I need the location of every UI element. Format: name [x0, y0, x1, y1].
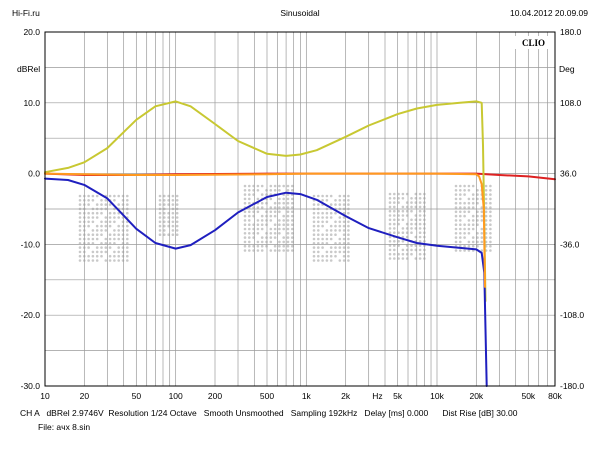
clio-brand-label: CLIO [522, 38, 545, 48]
y-tick-label-right: 36.0 [560, 169, 577, 179]
file-name: File: aчх 8.sin [38, 422, 91, 432]
x-tick-label: 500 [260, 391, 274, 401]
y-tick-label-right: 108.0 [560, 98, 582, 108]
chart-series [44, 100, 556, 387]
x-tick-label: Hz [372, 391, 382, 401]
header-signal-type: Sinusoidal [280, 8, 320, 18]
x-tick-label: 200 [208, 391, 222, 401]
x-tick-labels: 10 20 50 100 200 500 1k 2k Hz 5k 10k 20k 50k 80k [40, 391, 562, 401]
watermark-dots [78, 184, 492, 262]
series-line-orange [44, 172, 486, 288]
measurement-settings: CH A dBRel 2.9746V Resolution 1/24 Octav… [20, 408, 518, 418]
x-tick-label: 20k [469, 391, 483, 401]
x-tick-label: 2k [341, 391, 351, 401]
y-tick-label-left: -30.0 [21, 381, 41, 391]
y-tick-label-right: -36.0 [560, 239, 580, 249]
header-timestamp: 10.04.2012 20.09.09 [510, 8, 588, 18]
x-tick-label: 20 [80, 391, 90, 401]
y-tick-label-right: 180.0 [560, 27, 582, 37]
header-site-name: Hi-Fi.ru [12, 8, 40, 18]
right-axis-unit-label: Deg [559, 64, 575, 74]
right-y-tick-labels: 180.0 108.0 36.0 -36.0 -108.0 -180.0 [560, 27, 584, 391]
y-tick-label-right: -108.0 [560, 310, 584, 320]
x-tick-label: 50 [132, 391, 142, 401]
x-tick-label: 100 [169, 391, 183, 401]
x-tick-label: 5k [393, 391, 403, 401]
chart-grid [45, 32, 555, 386]
plot-frame [44, 31, 556, 387]
brand-background [512, 36, 548, 49]
series-line-blue [44, 177, 488, 387]
y-tick-label-left: 0.0 [28, 169, 40, 179]
x-tick-label: 10 [40, 391, 50, 401]
y-tick-label-left: 20.0 [23, 27, 40, 37]
left-axis-unit-label: dBRel [17, 64, 41, 74]
left-y-tick-labels: 20.0 10.0 0.0 -10.0 -20.0 -30.0 [21, 27, 41, 391]
series-line-yellow [44, 100, 487, 302]
x-tick-label: 50k [521, 391, 535, 401]
watermark-logo-dots [78, 184, 492, 262]
y-tick-label-left: -20.0 [21, 310, 41, 320]
y-tick-label-left: 10.0 [23, 98, 40, 108]
x-tick-label: 80k [548, 391, 562, 401]
y-tick-label-right: -180.0 [560, 381, 584, 391]
y-tick-label-left: -10.0 [21, 239, 41, 249]
x-tick-label: 10k [430, 391, 444, 401]
x-tick-label: 1k [302, 391, 312, 401]
